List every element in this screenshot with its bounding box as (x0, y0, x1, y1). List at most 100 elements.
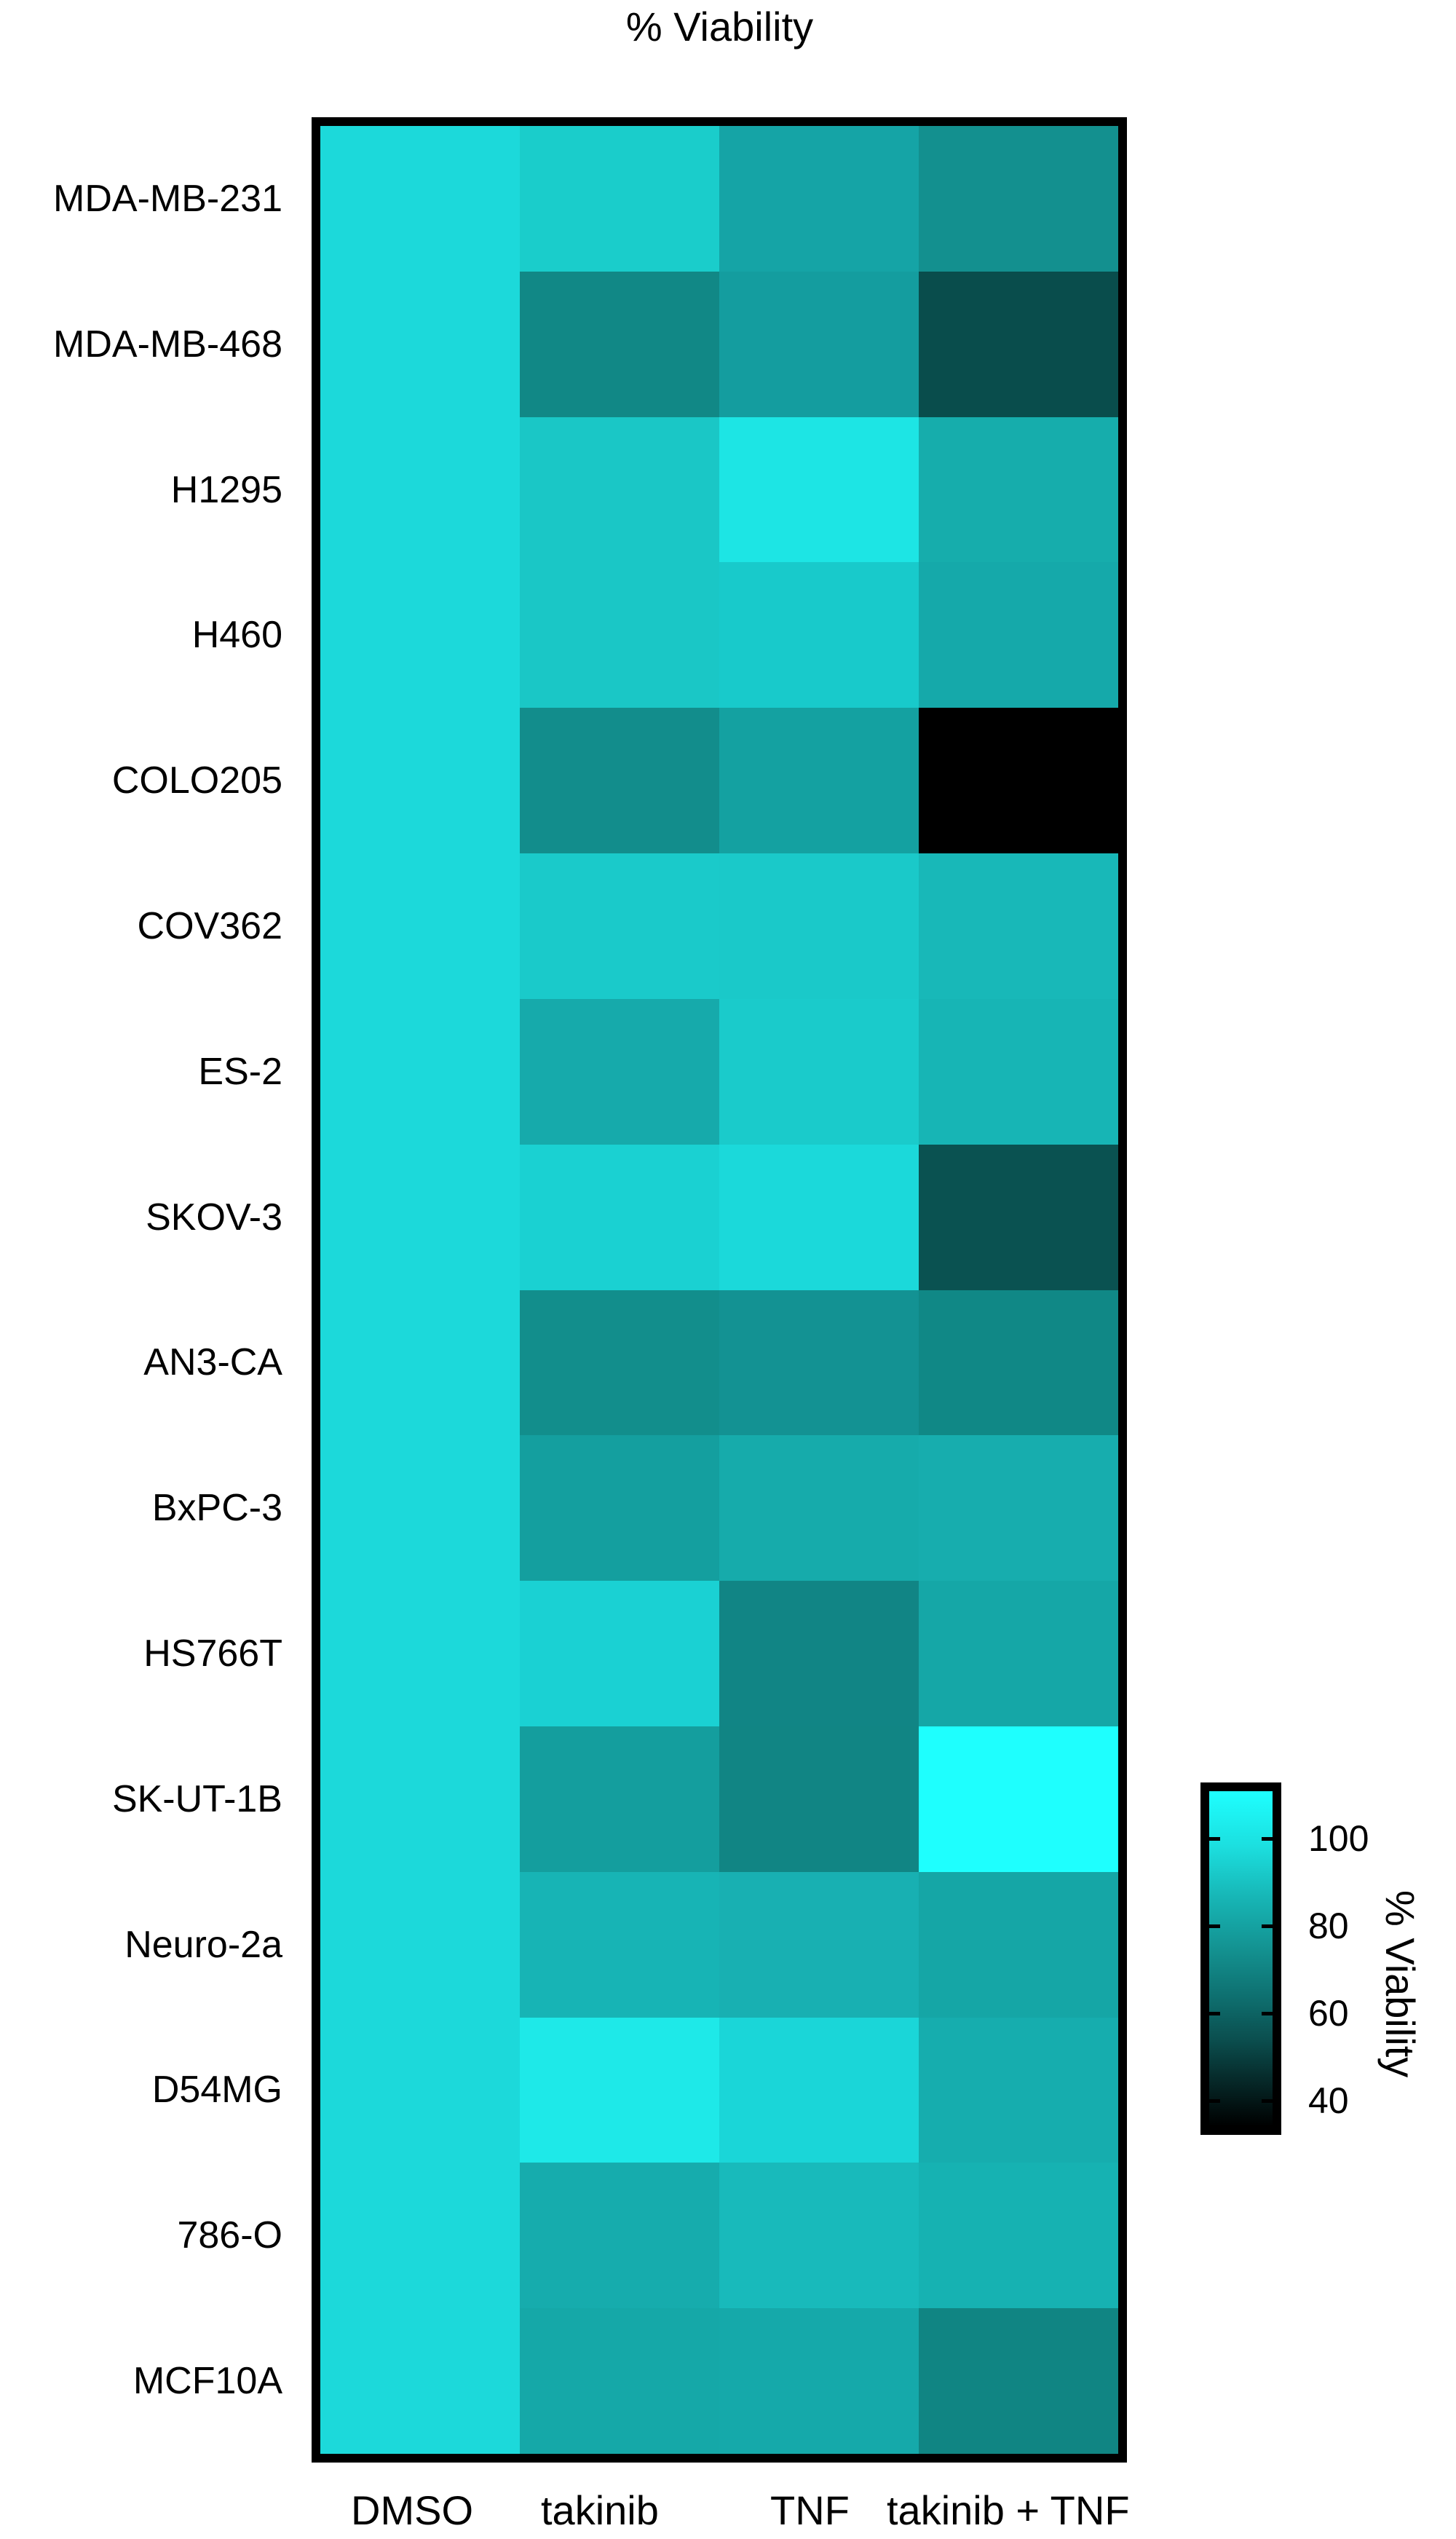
row-label: MDA-MB-468 (53, 323, 282, 366)
heatmap-cell (320, 998, 520, 1145)
colorbar-tick-100 (1262, 1837, 1273, 1841)
heatmap-cell (520, 998, 719, 1145)
row-label: MCF10A (132, 2360, 282, 2403)
colorbar-tick-40 (1209, 2099, 1220, 2103)
row-label: SKOV-3 (146, 1196, 282, 1239)
heatmap-cell (320, 1871, 520, 2018)
heatmap-cell (520, 416, 719, 563)
heatmap-cell (320, 2017, 520, 2163)
heatmap-cell (320, 562, 520, 708)
heatmap-cell (520, 2017, 719, 2163)
colorbar (1200, 1782, 1281, 2135)
heatmap-cell (719, 2163, 919, 2309)
colorbar-label-80: 80 (1308, 1906, 1349, 1946)
heatmap-cell (919, 708, 1118, 854)
heatmap-cell (919, 271, 1118, 417)
heatmap-cell (320, 1581, 520, 1726)
heatmap-cell (520, 2308, 719, 2454)
heatmap-cell (719, 853, 919, 999)
heatmap-cell (919, 2017, 1118, 2163)
heatmap-cell (719, 562, 919, 708)
heatmap-cell (520, 562, 719, 708)
row-label: COV362 (137, 904, 282, 947)
heatmap-cell (919, 416, 1118, 563)
heatmap-cell (320, 2308, 520, 2454)
heatmap-cell (919, 1726, 1118, 1872)
column-label: TNF (770, 2487, 850, 2533)
heatmap-cell (520, 1435, 719, 1582)
heatmap-grid (320, 126, 1118, 2454)
heatmap-cell (320, 1144, 520, 1290)
heatmap-cell (520, 126, 719, 272)
heatmap-cell (919, 2163, 1118, 2309)
heatmap-cell (719, 1290, 919, 1436)
heatmap-cell (320, 416, 520, 563)
row-label: AN3-CA (143, 1341, 282, 1384)
colorbar-tick-80 (1262, 1924, 1273, 1928)
colorbar-label-40: 40 (1308, 2080, 1349, 2121)
row-label: HS766T (143, 1632, 282, 1675)
column-label: takinib + TNF (887, 2487, 1130, 2533)
heatmap-cell (919, 1435, 1118, 1582)
heatmap-cell (320, 853, 520, 999)
row-label: SK-UT-1B (111, 1777, 282, 1820)
heatmap-cell (520, 1581, 719, 1726)
heatmap-cell (520, 2163, 719, 2309)
heatmap-cell (719, 2308, 919, 2454)
heatmap-cell (320, 271, 520, 417)
row-label: Neuro-2a (124, 1923, 282, 1966)
heatmap-cell (919, 1581, 1118, 1726)
heatmap-cell (719, 1435, 919, 1582)
colorbar-tick-60 (1209, 2012, 1220, 2015)
heatmap-cell (919, 1290, 1118, 1436)
heatmap-cell (719, 1871, 919, 2018)
row-label: D54MG (151, 2069, 282, 2112)
heatmap-cell (719, 1144, 919, 1290)
heatmap-cell (919, 1144, 1118, 1290)
heatmap-cell (719, 416, 919, 563)
heatmap-cell (919, 562, 1118, 708)
colorbar-label-100: 100 (1308, 1818, 1369, 1859)
heatmap-cell (719, 998, 919, 1145)
colorbar-tick-40 (1262, 2099, 1273, 2103)
colorbar-gradient (1209, 1791, 1273, 2126)
heatmap-cell (919, 853, 1118, 999)
column-label: takinib (541, 2487, 659, 2533)
heatmap-cell (320, 126, 520, 272)
heatmap-cell (520, 708, 719, 854)
heatmap-cell (520, 1290, 719, 1436)
heatmap-cell (520, 1871, 719, 2018)
heatmap-cell (520, 1144, 719, 1290)
colorbar-title: % Viability (1377, 1890, 1423, 2078)
chart-title: % Viability (625, 4, 814, 50)
heatmap-cell (719, 126, 919, 272)
heatmap-cell (719, 2017, 919, 2163)
colorbar-tick-80 (1209, 1924, 1220, 1928)
heatmap-cell (919, 1871, 1118, 2018)
row-label: H460 (191, 614, 282, 657)
heatmap-frame (312, 117, 1127, 2463)
heatmap-cell (520, 1726, 719, 1872)
colorbar-tick-60 (1262, 2012, 1273, 2015)
heatmap-cell (320, 1435, 520, 1582)
heatmap-cell (719, 708, 919, 854)
heatmap-cell (919, 998, 1118, 1145)
heatmap-cell (919, 2308, 1118, 2454)
colorbar-label-60: 60 (1308, 1993, 1349, 2034)
heatmap-cell (520, 853, 719, 999)
heatmap-cell (719, 1581, 919, 1726)
heatmap-cell (719, 271, 919, 417)
heatmap-cell (320, 2163, 520, 2309)
heatmap-cell (320, 1726, 520, 1872)
column-label: DMSO (351, 2487, 473, 2533)
row-label: H1295 (170, 468, 282, 511)
heatmap-cell (719, 1726, 919, 1872)
row-label: ES-2 (198, 1050, 282, 1093)
row-label: 786-O (177, 2214, 282, 2257)
heatmap-cell (320, 1290, 520, 1436)
row-label: MDA-MB-231 (53, 177, 282, 220)
heatmap-cell (520, 271, 719, 417)
row-label: COLO205 (111, 759, 282, 802)
row-label: BxPC-3 (151, 1487, 282, 1530)
heatmap-cell (919, 126, 1118, 272)
